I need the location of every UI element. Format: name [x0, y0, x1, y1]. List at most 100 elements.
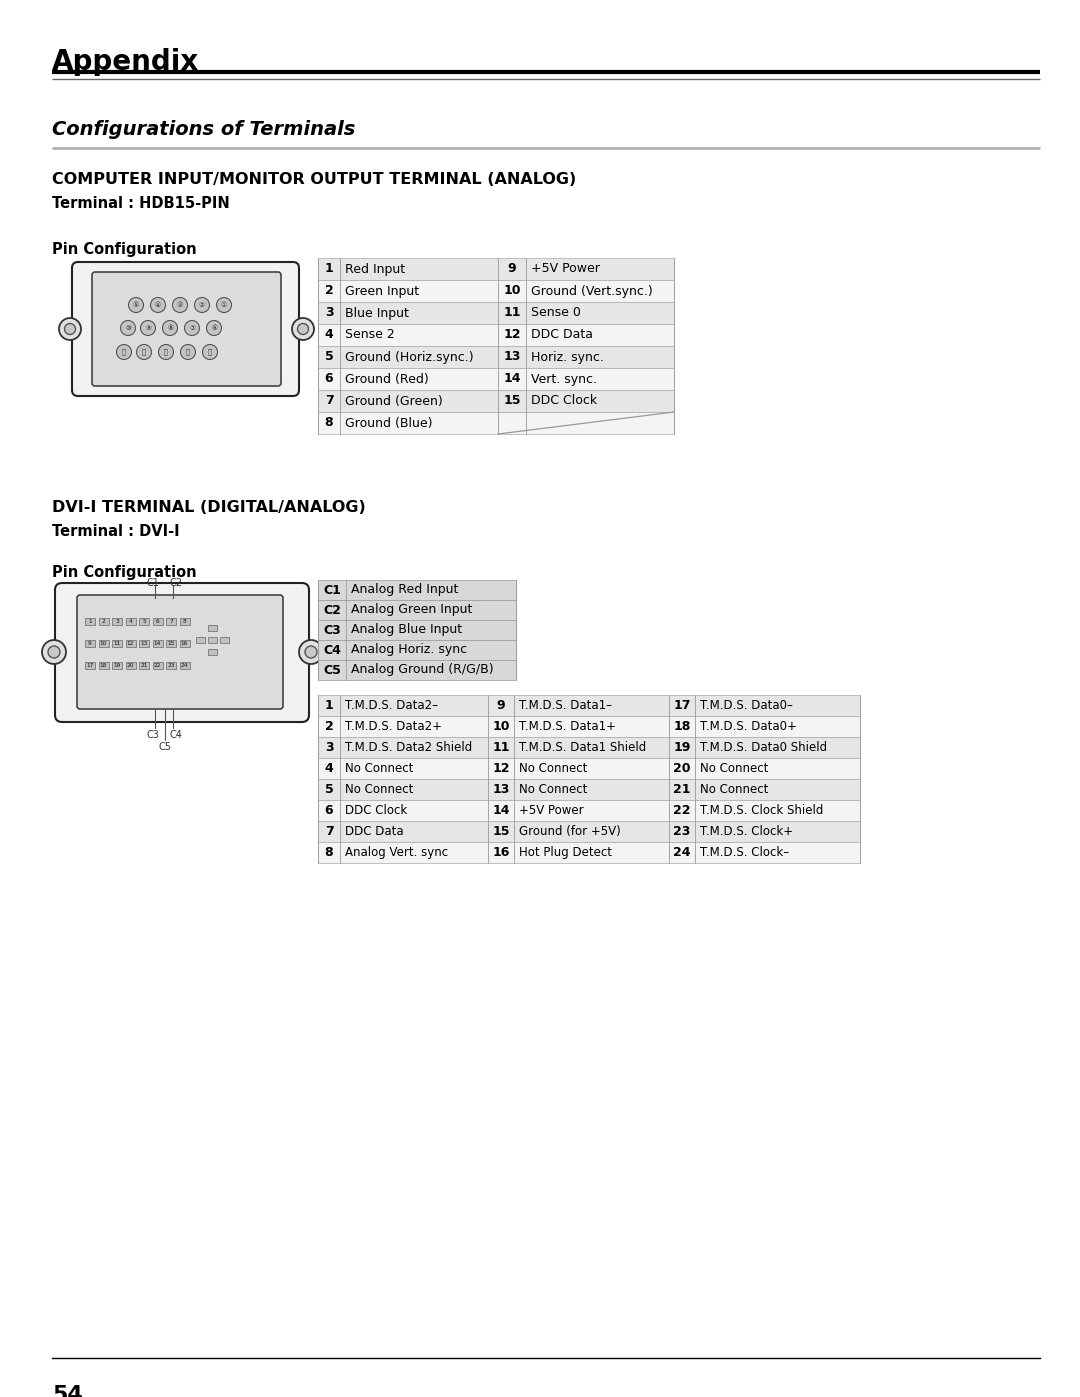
Text: No Connect: No Connect	[700, 782, 768, 796]
Text: 11: 11	[113, 641, 121, 645]
Text: 13: 13	[503, 351, 521, 363]
Text: C3: C3	[323, 623, 341, 637]
Text: 10: 10	[99, 641, 107, 645]
Bar	[195, 637, 204, 643]
Circle shape	[42, 640, 66, 664]
Text: T.M.D.S. Data2 Shield: T.M.D.S. Data2 Shield	[345, 740, 472, 754]
Text: 21: 21	[140, 664, 148, 668]
Text: Horiz. sync.: Horiz. sync.	[531, 351, 604, 363]
Text: ⑧: ⑧	[167, 326, 173, 331]
Text: T.M.D.S. Clock+: T.M.D.S. Clock+	[700, 826, 793, 838]
Text: No Connect: No Connect	[345, 782, 414, 796]
Bar	[318, 800, 860, 821]
Text: ⑤: ⑤	[133, 302, 139, 307]
Text: T.M.D.S. Clock Shield: T.M.D.S. Clock Shield	[700, 805, 823, 817]
Bar	[98, 662, 108, 669]
Text: 18: 18	[673, 719, 691, 733]
Bar	[152, 662, 162, 669]
Bar	[166, 640, 176, 647]
Text: Blue Input: Blue Input	[345, 306, 409, 320]
Bar	[207, 637, 216, 643]
Text: Ground (for +5V): Ground (for +5V)	[519, 826, 621, 838]
Circle shape	[117, 345, 132, 359]
Text: No Connect: No Connect	[519, 782, 588, 796]
Text: Ground (Red): Ground (Red)	[345, 373, 429, 386]
Text: C2: C2	[170, 578, 183, 588]
FancyBboxPatch shape	[55, 583, 309, 722]
Bar	[166, 662, 176, 669]
Text: 6: 6	[156, 619, 160, 624]
Text: 5: 5	[325, 351, 334, 363]
Text: No Connect: No Connect	[519, 761, 588, 775]
Bar	[318, 694, 860, 717]
Text: 1: 1	[325, 698, 334, 712]
Text: 3: 3	[325, 306, 334, 320]
Text: C4: C4	[170, 731, 183, 740]
Circle shape	[159, 345, 174, 359]
Text: 15: 15	[167, 641, 175, 645]
Text: ⑩: ⑩	[125, 326, 131, 331]
Text: C5: C5	[323, 664, 341, 676]
Text: 9: 9	[497, 698, 505, 712]
Text: 16: 16	[180, 641, 188, 645]
Text: Analog Horiz. sync: Analog Horiz. sync	[351, 644, 468, 657]
Text: ①: ①	[221, 302, 227, 307]
Text: Pin Configuration: Pin Configuration	[52, 242, 197, 257]
Bar	[318, 279, 674, 302]
Circle shape	[299, 640, 323, 664]
Circle shape	[297, 324, 309, 334]
Text: 14: 14	[492, 805, 510, 817]
Text: Vert. sync.: Vert. sync.	[531, 373, 597, 386]
Text: 12: 12	[503, 328, 521, 341]
Circle shape	[129, 298, 144, 313]
Text: Analog Blue Input: Analog Blue Input	[351, 623, 462, 637]
Text: DDC Data: DDC Data	[345, 826, 404, 838]
Text: 2: 2	[325, 719, 334, 733]
Text: 7: 7	[170, 619, 173, 624]
Text: 24: 24	[180, 664, 188, 668]
Text: Sense 0: Sense 0	[531, 306, 581, 320]
Text: Ground (Horiz.sync.): Ground (Horiz.sync.)	[345, 351, 474, 363]
Circle shape	[150, 298, 165, 313]
Text: 8: 8	[183, 619, 187, 624]
Circle shape	[121, 320, 135, 335]
Bar	[85, 640, 95, 647]
Text: DDC Data: DDC Data	[531, 328, 593, 341]
Circle shape	[65, 324, 76, 334]
Text: Pin Configuration: Pin Configuration	[52, 564, 197, 580]
Text: Ground (Vert.sync.): Ground (Vert.sync.)	[531, 285, 652, 298]
Text: 4: 4	[325, 761, 334, 775]
Text: 7: 7	[325, 826, 334, 838]
Text: 8: 8	[325, 416, 334, 429]
Text: T.M.D.S. Data1+: T.M.D.S. Data1+	[519, 719, 616, 733]
Text: +5V Power: +5V Power	[531, 263, 599, 275]
Text: T.M.D.S. Data0+: T.M.D.S. Data0+	[700, 719, 797, 733]
Text: 23: 23	[673, 826, 691, 838]
Text: 1: 1	[89, 619, 92, 624]
Text: 19: 19	[673, 740, 691, 754]
Text: 6: 6	[325, 373, 334, 386]
Text: 5: 5	[143, 619, 146, 624]
Bar	[318, 324, 674, 346]
Circle shape	[180, 345, 195, 359]
Text: T.M.D.S. Data0–: T.M.D.S. Data0–	[700, 698, 793, 712]
Text: 5: 5	[325, 782, 334, 796]
Bar	[179, 640, 189, 647]
Text: Hot Plug Detect: Hot Plug Detect	[519, 847, 612, 859]
Bar	[179, 617, 189, 624]
Bar	[318, 412, 674, 434]
Bar	[318, 842, 860, 863]
FancyBboxPatch shape	[92, 272, 281, 386]
Text: T.M.D.S. Clock–: T.M.D.S. Clock–	[700, 847, 789, 859]
Bar	[318, 302, 674, 324]
Bar	[219, 637, 229, 643]
Text: Green Input: Green Input	[345, 285, 419, 298]
Text: 22: 22	[153, 664, 161, 668]
Text: ⑬: ⑬	[164, 349, 168, 355]
Text: 12: 12	[126, 641, 134, 645]
Text: ②: ②	[199, 302, 205, 307]
Text: 11: 11	[492, 740, 510, 754]
Bar	[318, 738, 860, 759]
Text: C3: C3	[147, 731, 160, 740]
Bar	[98, 640, 108, 647]
